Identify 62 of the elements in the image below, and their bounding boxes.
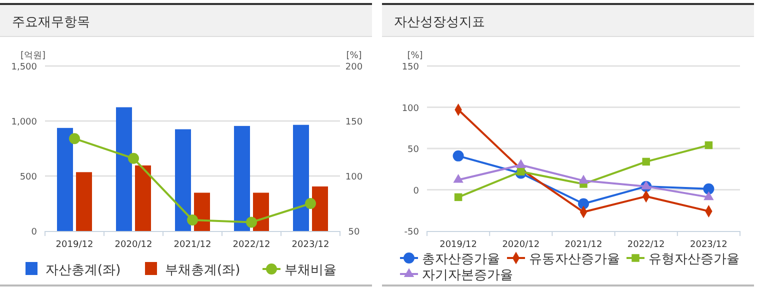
y2-tick-label: 200 [345, 62, 363, 72]
legend-label: 총자산증가율 [422, 252, 500, 267]
point [704, 141, 713, 150]
point [454, 193, 462, 202]
x-tick-label: 2022/12 [627, 240, 665, 250]
legend-label: 자기자본증가율 [422, 268, 513, 283]
point [187, 214, 198, 226]
y-tick-label: 0 [31, 228, 38, 238]
point [69, 133, 80, 144]
legend-label: 자산총계(좌) [46, 263, 121, 278]
y-tick-label: 500 [20, 172, 38, 182]
y-axis-title: [%] [407, 51, 423, 61]
point [578, 198, 589, 210]
x-tick-label: 2019/12 [56, 240, 94, 250]
bar [253, 192, 269, 231]
bar [135, 165, 151, 231]
y2-tick-label: 150 [345, 118, 363, 128]
x-tick-label: 2021/12 [564, 240, 602, 250]
x-tick-label: 2023/12 [292, 240, 330, 250]
chart-title: 주요재무항목 [12, 15, 90, 30]
y-tick-label: 150 [402, 62, 420, 72]
point [704, 191, 714, 200]
y-tick-label: -50 [404, 228, 420, 238]
legend-label: 부채비율 [284, 263, 336, 278]
legend-label: 유동자산증가율 [529, 252, 620, 267]
bar [76, 172, 92, 231]
bar [312, 186, 328, 231]
point [703, 183, 714, 194]
point [453, 174, 464, 183]
x-tick-label: 2020/12 [114, 240, 152, 250]
x-tick-label: 2022/12 [232, 240, 270, 250]
y-axis-title: [억원] [20, 51, 46, 61]
point [128, 152, 139, 164]
y-tick-label: 50 [408, 145, 420, 155]
bar [175, 129, 191, 231]
bar [194, 192, 210, 231]
x-tick-label: 2020/12 [502, 240, 540, 250]
y-tick-label: 100 [402, 104, 420, 114]
x-tick-label: 2021/12 [174, 240, 212, 250]
y-tick-label: 1,000 [11, 118, 38, 128]
point [246, 216, 257, 228]
point [578, 174, 589, 184]
point [517, 168, 525, 176]
bar [57, 128, 73, 231]
y-tick-label: 1,500 [11, 62, 38, 72]
point [305, 198, 316, 209]
bar [293, 124, 309, 231]
point [642, 158, 650, 166]
y2-tick-label: 100 [345, 172, 363, 182]
legend-label: 부채총계(좌) [165, 263, 240, 278]
point [452, 150, 464, 162]
x-tick-label: 2019/12 [440, 240, 477, 250]
y2-tick-label: 50 [348, 228, 360, 238]
y2-axis-title: [%] [346, 51, 362, 61]
bar [234, 126, 250, 231]
legend-label: 유형자산증가율 [648, 252, 740, 267]
y-tick-label: 0 [413, 186, 420, 196]
bar [116, 107, 132, 231]
point [641, 180, 652, 190]
chart-title: 자산성장성지표 [394, 15, 485, 30]
x-tick-label: 2023/12 [690, 240, 728, 250]
point [516, 159, 526, 168]
